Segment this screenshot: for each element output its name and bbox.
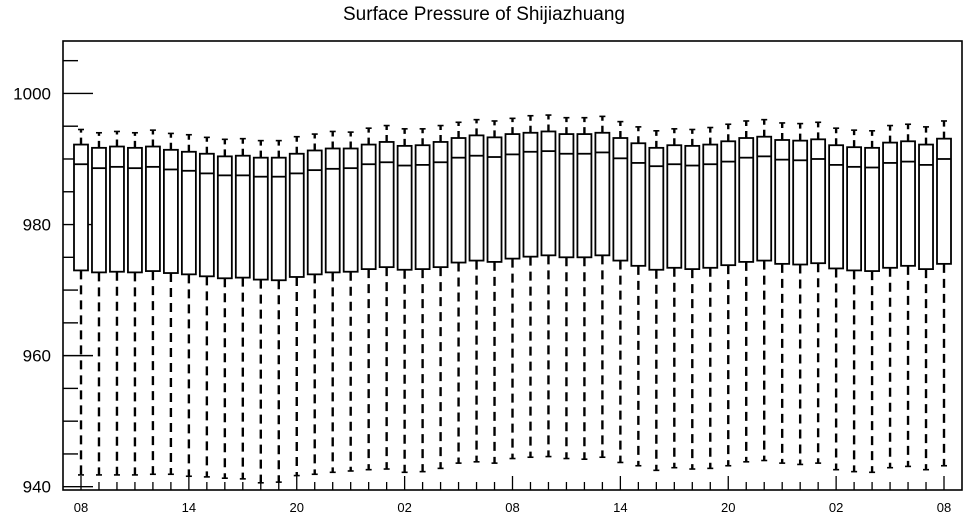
- box: [468, 134, 485, 262]
- box: [738, 137, 755, 263]
- box: [612, 137, 629, 262]
- box: [594, 131, 611, 257]
- box: [288, 152, 305, 278]
- box: [504, 133, 521, 260]
- x-tick-label: 20: [290, 500, 304, 515]
- box: [180, 150, 197, 276]
- box: [270, 156, 287, 282]
- x-tick-label: 02: [397, 500, 411, 515]
- box: [73, 143, 89, 272]
- box: [576, 133, 593, 259]
- box: [342, 147, 359, 273]
- y-tick-label: 960: [23, 347, 51, 366]
- box: [792, 139, 809, 266]
- box: [882, 141, 898, 269]
- box: [91, 146, 107, 274]
- box: [540, 130, 557, 257]
- x-tick-label: 08: [505, 500, 519, 515]
- box: [162, 148, 179, 274]
- box: [216, 155, 233, 280]
- box: [558, 133, 575, 259]
- box: [648, 146, 665, 271]
- box: [846, 146, 863, 272]
- y-tick-label: 980: [23, 216, 51, 235]
- box: [666, 144, 683, 269]
- box: [900, 140, 916, 267]
- y-tick-label: 940: [23, 478, 51, 497]
- box: [145, 145, 161, 272]
- box: [414, 144, 431, 271]
- box: [432, 141, 449, 269]
- box: [234, 154, 251, 279]
- box: [378, 141, 395, 269]
- box: [396, 144, 413, 271]
- box: [774, 139, 791, 265]
- chart-title: Surface Pressure of Shijiazhuang: [343, 4, 625, 25]
- box: [684, 144, 701, 271]
- box: [450, 137, 467, 264]
- box: [936, 137, 952, 265]
- x-tick-label: 02: [829, 500, 843, 515]
- y-tick-label: 1000: [13, 84, 51, 103]
- box: [198, 152, 215, 278]
- box: [109, 145, 125, 273]
- box: [522, 131, 539, 258]
- box: [306, 149, 323, 276]
- x-tick-label: 20: [721, 500, 735, 515]
- box: [252, 156, 269, 281]
- x-tick-label: 08: [937, 500, 951, 515]
- x-tick-label: 14: [613, 500, 627, 515]
- box: [630, 142, 647, 267]
- box: [360, 143, 377, 271]
- x-tick-label: 14: [182, 500, 196, 515]
- box: [702, 143, 719, 269]
- box: [828, 144, 845, 270]
- box: [324, 147, 341, 274]
- box: [810, 138, 827, 265]
- box: [127, 146, 143, 274]
- box: [756, 135, 773, 262]
- box: [720, 140, 737, 267]
- box: [864, 146, 880, 272]
- x-tick-label: 08: [74, 500, 88, 515]
- box: [918, 143, 934, 271]
- box: [486, 136, 503, 263]
